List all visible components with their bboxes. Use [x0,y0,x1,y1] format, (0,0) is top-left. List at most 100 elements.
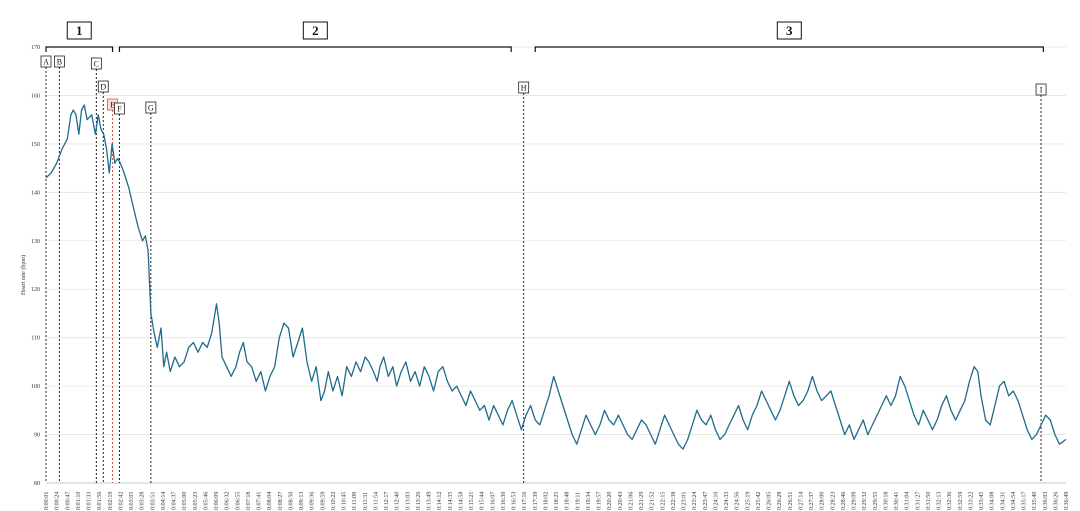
x-tick-label: 0:15:44 [480,492,486,510]
x-tick-label: 0:35:17 [1022,492,1028,510]
phase-box-2 [302,21,328,40]
x-tick-label: 0:09:13 [299,492,305,510]
x-tick-label: 0:17:39 [533,492,539,510]
marker-label-e: E [110,101,115,110]
x-tick-label: 0:06:55 [235,492,241,510]
y-tick-label: 80 [34,481,40,487]
x-tick-label: 0:29:55 [873,492,879,510]
x-tick-label: 0:13:03 [405,492,411,510]
marker-box-f [114,102,125,115]
x-tick-label: 0:11:54 [373,492,379,510]
marker-label-b: B [57,58,62,67]
x-tick-label: 0:10:45 [342,492,348,510]
x-tick-label: 0:33:45 [979,492,985,510]
x-tick-label: 0:23:01 [682,492,688,510]
phase-bracket-2 [118,46,512,52]
x-tick-label: 0:00:01 [44,492,50,510]
y-tick-label: 110 [31,336,40,342]
marker-box-h [518,81,530,94]
x-tick-label: 0:25:19 [745,492,751,510]
x-tick-label: 0:12:40 [395,492,401,510]
marker-box-b [53,55,65,68]
x-tick-label: 0:05:23 [193,492,199,510]
x-tick-label: 0:02:42 [118,492,124,510]
x-tick-label: 0:11:08 [352,492,358,510]
x-tick-label: 0:09:59 [320,492,326,510]
x-tick-label: 0:19:57 [597,492,603,510]
phase-label-3: 3 [786,23,793,38]
x-tick-label: 0:32:59 [958,492,964,510]
x-tick-label: 0:14:12 [437,492,443,510]
y-tick-label: 170 [31,45,40,51]
x-tick-label: 0:33:22 [968,492,974,510]
x-tick-label: 0:32:36 [947,492,953,510]
marker-label-h: H [521,84,527,93]
phase-bracket-1 [45,46,114,52]
x-tick-label: 0:01:10 [76,492,82,510]
marker-label-i: I [1040,86,1043,95]
x-tick-label: 0:16:53 [512,492,518,510]
x-tick-label: 0:29:32 [862,492,868,510]
x-tick-label: 0:24:33 [724,492,730,510]
x-tick-label: 0:08:50 [288,492,294,510]
x-tick-label: 0:24:56 [735,492,741,510]
y-axis: 80 90 100 110 120 130 140 150 160 170 [31,45,1066,487]
y-tick-label: 150 [31,142,40,148]
x-tick-label: 0:15:21 [469,492,475,510]
x-tick-label: 0:28:23 [830,492,836,510]
x-tick-label: 0:36:26 [1053,492,1059,510]
x-tick-label: 0:09:36 [310,492,316,510]
phase-brackets: 1 2 3 [45,21,1044,52]
marker-box-a [40,55,52,68]
x-tick-label: 0:30:18 [883,492,889,510]
x-tick-label: 0:36:49 [1064,492,1070,510]
heart-rate-series-line [45,104,1067,450]
x-tick-label: 0:02:19 [108,492,114,510]
x-tick-label: 0:18:25 [554,492,560,510]
x-tick-label: 0:01:33 [87,492,93,510]
phase-box-1 [66,21,92,40]
x-tick-label: 0:03:05 [129,492,135,510]
x-tick-label: 0:32:13 [937,492,943,510]
x-tick-label: 0:21:06 [628,492,634,510]
y-axis-label: Heart rate (bpm) [20,255,27,295]
x-tick-label: 0:31:27 [915,492,921,510]
x-tick-label: 0:28:46 [841,492,847,510]
x-tick-label: 0:20:43 [618,492,624,510]
horizontal-gridlines [46,46,1066,484]
y-tick-label: 90 [34,433,40,439]
x-tick-label: 0:31:50 [926,492,932,510]
x-tick-label: 0:10:22 [331,492,337,510]
x-tick-label: 0:03:28 [140,492,146,510]
x-tick-label: 0:13:26 [416,492,422,510]
marker-label-f: F [117,105,122,114]
x-tick-label: 0:14:35 [448,492,454,510]
x-tick-label: 0:31:04 [905,492,911,510]
x-tick-label: 0:19:11 [575,492,581,510]
x-tick-label: 0:28:00 [820,492,826,510]
marker-label-g: G [148,104,154,113]
x-tick-label: 0:06:09 [214,492,220,510]
x-tick-label: 0:18:48 [565,492,571,510]
series-layer [45,104,1067,450]
x-tick-label: 0:36:03 [1043,492,1049,510]
x-tick-label: 0:34:31 [1000,492,1006,510]
x-tick-label: 0:22:15 [660,492,666,510]
x-tick-label: 0:03:51 [150,492,156,510]
x-tick-label: 0:26:51 [788,492,794,510]
marker-label-d: D [100,83,106,92]
x-tick-label: 0:18:02 [543,492,549,510]
x-tick-label: 0:20:20 [607,492,613,510]
y-tick-label: 160 [31,93,40,99]
x-tick-label: 0:27:14 [798,492,804,510]
x-tick-label: 0:19:34 [586,492,592,510]
x-tick-label: 0:07:41 [257,492,263,510]
x-tick-label: 0:04:14 [161,492,167,510]
marker-label-c: C [94,60,99,69]
y-tick-label: 120 [31,287,40,293]
marker-label-a: A [43,58,49,67]
x-tick-label: 0:16:30 [501,492,507,510]
x-tick-label: 0:24:10 [713,492,719,510]
phase-box-3 [776,21,802,40]
